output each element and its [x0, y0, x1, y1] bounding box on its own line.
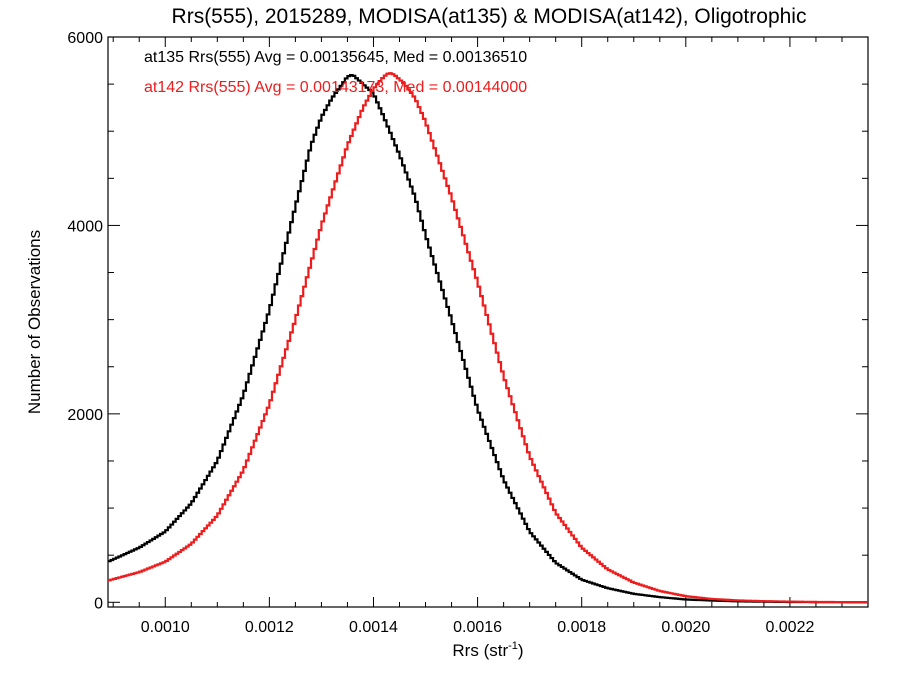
x-axis-label: Rrs (str-1) — [452, 640, 523, 660]
x-tick-label: 0.0020 — [661, 619, 710, 636]
x-tick-label: 0.0022 — [765, 619, 814, 636]
y-tick-label: 2000 — [67, 407, 103, 424]
annotation-at142: at142 Rrs(555) Avg = 0.00143173, Med = 0… — [144, 79, 527, 96]
axis-ticks: 0.0010 0.0012 0.0014 0.0016 0.0018 0.0020 0.00… — [67, 30, 869, 636]
x-axis-label-superscript: -1 — [508, 640, 518, 652]
plot-area-border — [107, 36, 869, 608]
y-tick-label: 6000 — [67, 30, 103, 47]
chart-title: Rrs(555), 2015289, MODISA(at135) & MODIS… — [172, 5, 807, 28]
annotation-at135: at135 Rrs(555) Avg = 0.00135645, Med = 0… — [144, 49, 527, 66]
x-axis-label-close: ) — [518, 641, 524, 660]
x-tick-label: 0.0016 — [453, 619, 502, 636]
annotations: at135 Rrs(555) Avg = 0.00135645, Med = 0… — [144, 49, 527, 96]
y-tick-label: 0 — [94, 595, 103, 612]
x-axis-label-main: Rrs (str — [452, 641, 508, 660]
x-tick-label: 0.0018 — [557, 619, 606, 636]
plot-frame — [107, 36, 869, 608]
x-tick-label: 0.0014 — [349, 619, 398, 636]
series-line-at135 — [108, 74, 868, 604]
series-line-at142 — [108, 72, 868, 604]
x-tick-label: 0.0012 — [245, 619, 294, 636]
series-group — [108, 72, 868, 604]
x-tick-label: 0.0010 — [141, 619, 190, 636]
y-axis-label: Number of Observations — [25, 230, 44, 414]
y-tick-label: 4000 — [67, 218, 103, 235]
